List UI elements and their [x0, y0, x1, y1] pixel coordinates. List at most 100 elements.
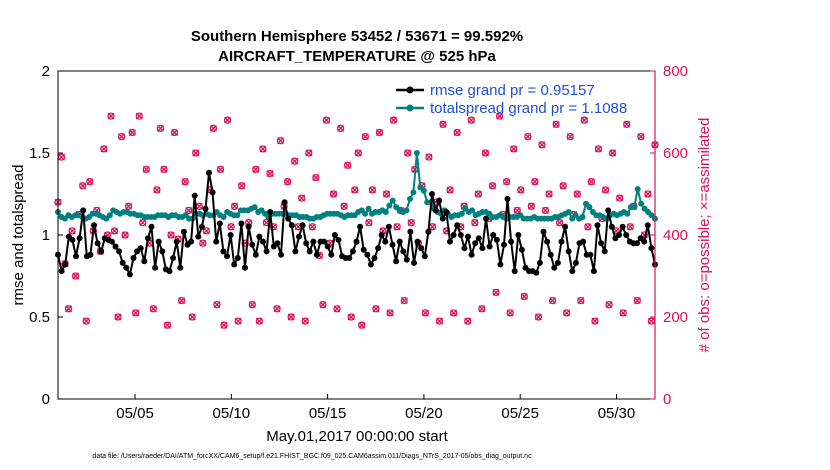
obs-count-point: [502, 178, 511, 186]
series-point: [418, 245, 425, 252]
series-point: [123, 264, 130, 271]
series-point: [144, 235, 151, 242]
obs-count-point: [619, 309, 627, 317]
obs-count-point: [404, 149, 412, 157]
series-point: [572, 259, 579, 266]
series-point: [245, 223, 252, 230]
obs-count-point: [382, 190, 391, 198]
series-point: [619, 223, 626, 230]
obs-count-point: [626, 223, 634, 231]
series-point: [386, 202, 393, 209]
obs-count-point: [188, 313, 196, 321]
obs-count-point: [336, 124, 345, 133]
series-point: [631, 204, 638, 211]
right-y-tick-label: 800: [663, 63, 688, 80]
obs-count-point: [227, 223, 235, 231]
series-point: [108, 238, 115, 245]
obs-count-point: [616, 194, 624, 202]
obs-count-point: [372, 305, 380, 313]
obs-count-point: [584, 223, 592, 231]
obs-count-point: [591, 317, 599, 325]
series-point: [260, 238, 266, 245]
obs-count-point: [167, 231, 175, 239]
series-point: [274, 240, 281, 247]
series-point: [565, 209, 572, 215]
obs-count-point: [538, 141, 546, 149]
chart-title: Southern Hemisphere 53452 / 53671 = 99.5…: [191, 28, 523, 45]
obs-count-point: [449, 309, 458, 317]
series-point: [590, 268, 597, 275]
series-point: [224, 253, 230, 260]
x-axis-label: May.01,2017 00:00:00 start: [266, 428, 448, 445]
obs-count-point: [220, 321, 228, 329]
obs-count-point: [354, 149, 362, 157]
series-point: [278, 251, 284, 258]
series-point: [608, 223, 615, 230]
right-y-tick-label: 600: [663, 145, 688, 162]
obs-count-point: [594, 145, 603, 153]
x-tick-label: 05/10: [213, 405, 251, 422]
right-y-tick-label: 0: [663, 391, 671, 408]
legend-rmse-marker: [406, 86, 414, 94]
obs-count-point: [531, 178, 539, 186]
series-point: [432, 207, 439, 214]
series-point: [249, 241, 256, 248]
series-point: [159, 248, 166, 255]
series-point: [335, 236, 342, 243]
series-point: [518, 246, 525, 253]
legend: rmse grand pr = 0.95157 totalspread gran…: [396, 82, 627, 117]
series-point: [367, 261, 374, 268]
series-point: [586, 204, 593, 211]
series-point: [483, 215, 489, 222]
obs-count-point: [513, 206, 521, 215]
x-tick-label: 05/15: [309, 405, 347, 422]
series-point: [296, 233, 302, 240]
series-point: [137, 245, 144, 252]
obs-count-point: [319, 301, 327, 309]
series-point: [420, 187, 427, 194]
obs-count-point: [347, 313, 355, 321]
obs-count-point: [386, 309, 394, 317]
obs-count-point: [273, 305, 281, 313]
obs-count-point: [114, 313, 122, 321]
obs-count-point: [474, 190, 483, 198]
obs-count-point: [305, 149, 313, 157]
series-point: [256, 233, 263, 240]
series-point: [378, 232, 385, 238]
rmse-series: [55, 169, 658, 278]
obs-count-point: [471, 219, 479, 227]
obs-count-point: [135, 112, 143, 120]
series-point: [515, 232, 522, 238]
series-point: [263, 248, 270, 255]
series-point: [242, 264, 248, 271]
obs-count-point: [495, 112, 504, 120]
obs-count-point: [283, 178, 292, 186]
obs-count-point: [287, 313, 295, 321]
obs-count-point: [230, 202, 239, 210]
obs-count-point: [573, 190, 581, 198]
obs-count-point: [464, 317, 472, 325]
series-point: [569, 268, 576, 275]
series-point: [112, 243, 119, 250]
series-point: [465, 233, 471, 240]
obs-count-point: [223, 116, 232, 124]
obs-count-point: [72, 272, 80, 280]
left-y-axis: 0 0.5 1 1.5 2: [29, 63, 63, 408]
series-point: [206, 169, 212, 176]
right-y-tick-label: 200: [663, 309, 688, 326]
obs-count-point: [192, 149, 200, 157]
obs-count-point: [100, 145, 108, 153]
series-point: [562, 223, 569, 230]
obs-count-point: [340, 202, 348, 210]
x-tick-label: 05/05: [116, 405, 154, 422]
series-point: [220, 248, 227, 255]
series-point: [251, 204, 258, 211]
obs-count-point: [121, 231, 129, 239]
obs-count-point: [435, 317, 444, 325]
series-point: [119, 259, 126, 266]
series-point: [91, 222, 97, 229]
obs-count-point: [453, 128, 461, 137]
series-point: [458, 210, 465, 217]
series-point: [598, 240, 605, 247]
